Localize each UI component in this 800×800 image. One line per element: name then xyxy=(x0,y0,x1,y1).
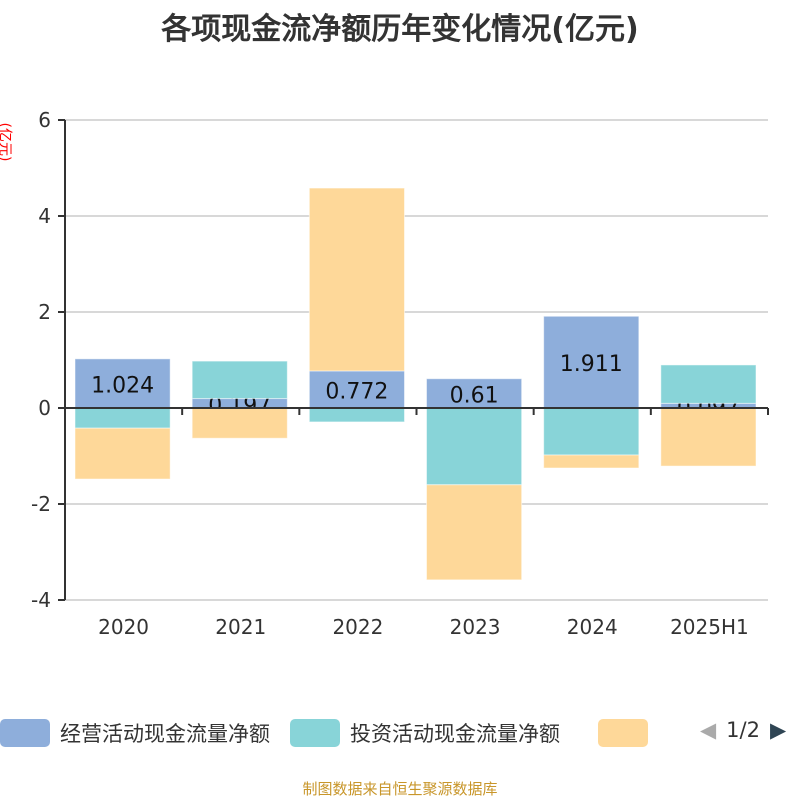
bar-2 xyxy=(74,427,171,480)
x-tick-label: 2021 xyxy=(215,615,266,639)
bar-1 xyxy=(426,407,523,486)
next-page-icon[interactable]: ▶ xyxy=(769,718,787,742)
x-tick-label: 2020 xyxy=(98,615,149,639)
bar-2 xyxy=(543,454,640,469)
bar-0 xyxy=(543,315,640,409)
prev-page-icon[interactable]: ◀ xyxy=(700,718,717,742)
data-label: 1.911 xyxy=(560,352,623,377)
bar-0 xyxy=(74,358,171,409)
legend-label: 投资活动现金流量净额 xyxy=(350,722,560,746)
y-tick-label: 0 xyxy=(38,396,51,420)
data-label: 0.61 xyxy=(450,383,499,408)
chart-plot: -4-202461.02420200.19720210.77220220.612… xyxy=(31,108,769,639)
bar-1 xyxy=(74,407,171,429)
legend-swatch xyxy=(598,719,648,747)
legend-swatch xyxy=(290,719,340,747)
bar-2 xyxy=(660,407,757,467)
bar-2 xyxy=(308,187,406,372)
legend-label: 经营活动现金流量净额 xyxy=(60,722,270,746)
data-label: 1.024 xyxy=(91,373,154,398)
y-tick-label: 4 xyxy=(38,204,51,228)
legend-pager: ◀ 1/2 ▶ xyxy=(700,718,786,742)
legend-item-financing[interactable] xyxy=(580,719,658,747)
y-tick-label: -2 xyxy=(31,492,51,516)
bar-0 xyxy=(426,378,523,409)
legend-swatch xyxy=(0,719,50,747)
y-tick-label: 2 xyxy=(38,300,51,324)
x-tick-label: 2023 xyxy=(450,615,501,639)
x-tick-label: 2024 xyxy=(567,615,618,639)
x-tick-label: 2025H1 xyxy=(670,615,749,639)
bar-2 xyxy=(191,407,288,439)
y-tick-label: -4 xyxy=(31,588,51,612)
source-note: 制图数据来自恒生聚源数据库 xyxy=(302,780,498,798)
bar-1 xyxy=(308,407,406,423)
legend: 经营活动现金流量净额 投资活动现金流量净额 xyxy=(0,718,678,748)
bar-1 xyxy=(191,360,288,400)
x-tick-label: 2022 xyxy=(332,615,383,639)
bar-1 xyxy=(660,364,757,404)
legend-item-operating[interactable]: 经营活动现金流量净额 xyxy=(0,718,270,748)
legend-item-investing[interactable]: 投资活动现金流量净额 xyxy=(290,718,560,748)
y-tick-label: 6 xyxy=(38,108,51,132)
bar-2 xyxy=(426,484,523,581)
bar-1 xyxy=(543,407,640,456)
page-indicator: 1/2 xyxy=(726,718,760,742)
chart-title: 各项现金流净额历年变化情况(亿元) xyxy=(161,12,639,47)
data-label: 0.772 xyxy=(325,379,388,404)
